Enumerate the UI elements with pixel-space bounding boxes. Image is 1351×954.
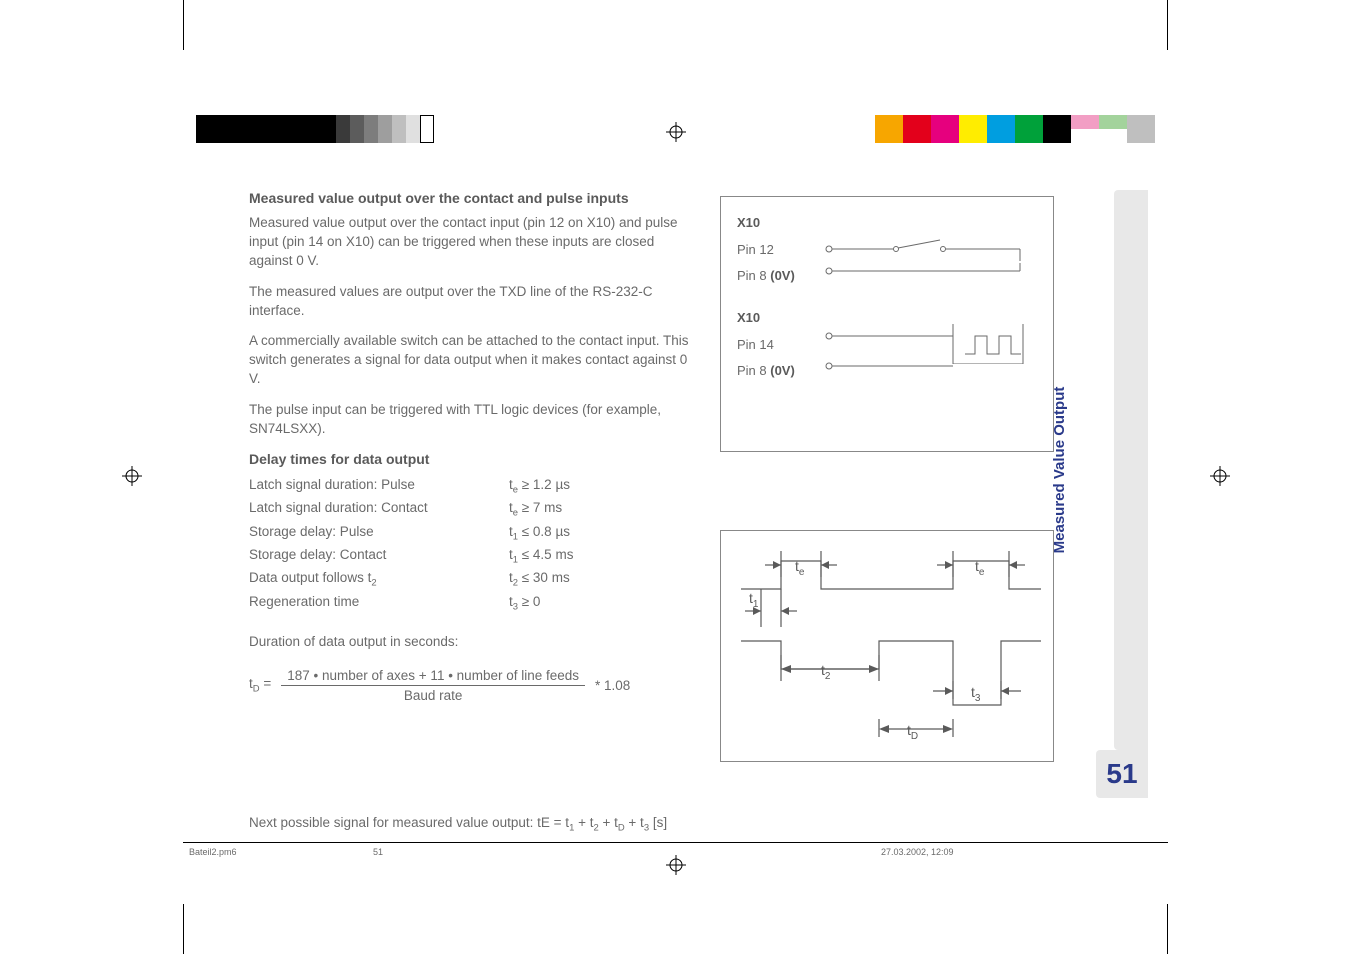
footer-date: 27.03.2002, 12:09 [881,847,954,862]
ground-line-icon [825,358,1025,382]
switch-contact-icon [825,237,1025,261]
connector-diagram: X10 Pin 12 Pin 8 (0V) X10 Pi [720,196,1054,452]
footer-page: 51 [373,847,673,862]
crop-mark [183,904,184,954]
table-row: Storage delay: Contactt1 ≤ 4.5 ms [249,545,694,568]
table-row: Latch signal duration: Pulsete ≥ 1.2 µs [249,475,694,498]
next-signal-line: Next possible signal for measured value … [249,815,694,834]
registration-mark-icon [666,122,686,142]
connector-label: X10 [737,310,1037,325]
svg-text:t1: t1 [749,590,759,610]
pin-row: Pin 14 [737,331,1037,357]
crop-mark [183,0,184,50]
svg-text:tD: tD [907,722,918,742]
connector-label: X10 [737,215,1037,230]
page-number-box: 51 [1096,750,1148,798]
table-row: Storage delay: Pulset1 ≤ 0.8 µs [249,522,694,545]
side-tab: Measured Value Output [1114,190,1148,750]
footer-filename: Bateil2.pm6 [183,847,373,862]
print-footer: Bateil2.pm6 51 27.03.2002, 12:09 [183,842,1168,862]
registration-mark-icon [1210,466,1230,486]
table-row: Data output follows t2t2 ≤ 30 ms [249,568,694,591]
paragraph: The pulse input can be triggered with TT… [249,401,694,439]
paragraph: The measured values are output over the … [249,283,694,321]
crop-mark [1167,904,1168,954]
pin-row: Pin 8 (0V) [737,357,1037,383]
section-heading: Measured value output over the contact a… [249,190,694,206]
pin-row: Pin 8 (0V) [737,262,1037,288]
table-row: Regeneration timet3 ≥ 0 [249,592,694,615]
colorbar-right [875,115,1155,143]
formula: tD = 187 • number of axes + 11 • number … [249,666,694,705]
crop-mark [1167,0,1168,50]
delay-table: Latch signal duration: Pulsete ≥ 1.2 µsL… [249,475,694,615]
page-number: 51 [1106,758,1137,790]
paragraph: Duration of data output in seconds: [249,633,694,652]
svg-text:t2: t2 [821,662,831,682]
side-tab-label: Measured Value Output [1051,387,1068,554]
svg-text:t3: t3 [971,684,981,704]
paragraph: Measured value output over the contact i… [249,214,694,271]
registration-mark-icon [122,466,142,486]
section-heading: Delay times for data output [249,451,694,467]
pin-row: Pin 12 [737,236,1037,262]
ground-line-icon [825,263,1025,287]
table-row: Latch signal duration: Contactte ≥ 7 ms [249,498,694,521]
paragraph: A commercially available switch can be a… [249,332,694,389]
colorbar-left [196,115,434,143]
timing-diagram: te te t1 t2 t3 tD [720,530,1054,762]
